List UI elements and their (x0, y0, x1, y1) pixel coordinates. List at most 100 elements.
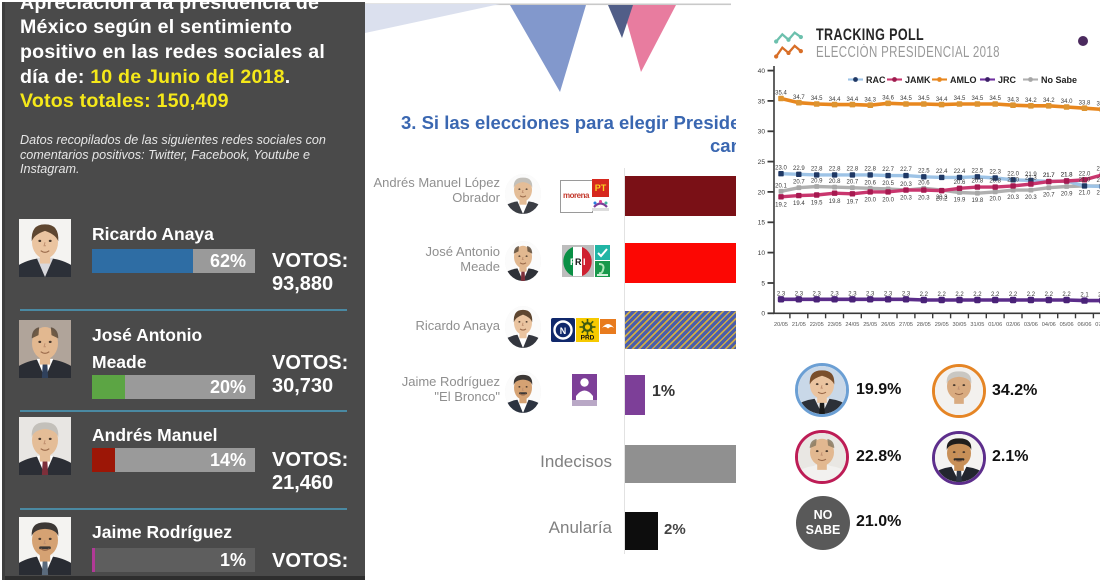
svg-text:20.2: 20.2 (936, 196, 948, 202)
svg-text:N: N (560, 326, 567, 336)
svg-text:40: 40 (758, 68, 766, 75)
svg-text:28/05: 28/05 (917, 322, 931, 328)
svg-text:25/05: 25/05 (863, 322, 877, 328)
svg-text:20.8: 20.8 (972, 179, 984, 185)
svg-text:31/05: 31/05 (970, 322, 984, 328)
svg-text:26/05: 26/05 (881, 322, 895, 328)
svg-text:20.3: 20.3 (1025, 195, 1037, 201)
svg-text:35: 35 (758, 98, 766, 105)
svg-text:30/05: 30/05 (953, 322, 967, 328)
svg-text:34.6: 34.6 (882, 96, 894, 102)
svg-text:20.6: 20.6 (954, 180, 966, 186)
svg-text:2.3: 2.3 (795, 291, 804, 297)
svg-text:P: P (570, 257, 576, 267)
svg-text:2.3: 2.3 (848, 291, 857, 297)
svg-text:34.3: 34.3 (864, 97, 876, 103)
svg-text:23/05: 23/05 (828, 322, 842, 328)
svg-text:2.2: 2.2 (973, 292, 982, 298)
svg-text:34.0: 34.0 (1061, 99, 1073, 105)
svg-text:2.2: 2.2 (938, 292, 947, 298)
svg-text:20.0: 20.0 (864, 198, 876, 204)
svg-text:21.8: 21.8 (1061, 173, 1073, 179)
svg-text:22.7: 22.7 (900, 167, 912, 173)
svg-text:20.6: 20.6 (918, 180, 930, 186)
svg-text:2.2: 2.2 (991, 292, 1000, 298)
svg-text:04/06: 04/06 (1042, 322, 1056, 328)
svg-text:0: 0 (761, 311, 765, 318)
svg-text:2.2: 2.2 (955, 292, 964, 298)
svg-text:19.2: 19.2 (775, 202, 787, 208)
svg-text:22.4: 22.4 (954, 169, 966, 175)
svg-text:07/06: 07/06 (1095, 322, 1100, 328)
svg-text:30: 30 (758, 129, 766, 136)
svg-text:2.2: 2.2 (1027, 292, 1036, 298)
svg-text:33.6: 33.6 (1096, 102, 1100, 108)
svg-text:22/05: 22/05 (810, 322, 824, 328)
svg-text:2.3: 2.3 (813, 291, 822, 297)
svg-text:34.4: 34.4 (847, 97, 859, 103)
svg-text:20.5: 20.5 (882, 181, 894, 187)
svg-text:22.0: 22.0 (1007, 171, 1019, 177)
svg-text:20.3: 20.3 (900, 182, 912, 188)
svg-text:R: R (575, 257, 582, 267)
svg-text:34.4: 34.4 (936, 97, 948, 103)
svg-text:19.4: 19.4 (793, 201, 805, 207)
svg-text:20.0: 20.0 (882, 198, 894, 204)
svg-text:22.8: 22.8 (829, 167, 841, 173)
svg-text:34.4: 34.4 (829, 97, 841, 103)
svg-text:2.2: 2.2 (1062, 292, 1071, 298)
svg-text:22.3: 22.3 (989, 170, 1001, 176)
svg-text:34.5: 34.5 (972, 96, 984, 102)
svg-text:RAC: RAC (866, 75, 886, 85)
svg-text:2.2: 2.2 (1009, 292, 1018, 298)
svg-text:20.1: 20.1 (775, 183, 787, 189)
svg-text:22.8: 22.8 (847, 167, 859, 173)
svg-text:35.4: 35.4 (775, 91, 787, 97)
svg-text:21.0: 21.0 (1079, 178, 1091, 184)
svg-text:15: 15 (758, 220, 766, 227)
svg-text:20: 20 (758, 189, 766, 196)
svg-text:22.8: 22.8 (864, 167, 876, 173)
svg-text:5: 5 (761, 280, 765, 287)
svg-text:06/06: 06/06 (1078, 322, 1092, 328)
svg-text:20.8: 20.8 (989, 179, 1001, 185)
svg-text:21/05: 21/05 (792, 322, 806, 328)
svg-text:34.5: 34.5 (811, 96, 823, 102)
svg-text:20.0: 20.0 (989, 197, 1001, 203)
svg-text:22.8: 22.8 (1096, 167, 1100, 173)
svg-text:01/06: 01/06 (988, 322, 1002, 328)
svg-text:20.3: 20.3 (936, 195, 948, 201)
svg-text:21.7: 21.7 (1043, 173, 1055, 179)
svg-text:JRC: JRC (998, 75, 1017, 85)
svg-text:2.1: 2.1 (1098, 293, 1100, 299)
svg-text:33.8: 33.8 (1079, 100, 1091, 106)
svg-text:22.5: 22.5 (918, 168, 930, 174)
svg-text:AMLO: AMLO (950, 75, 977, 85)
svg-text:29/05: 29/05 (935, 322, 949, 328)
svg-text:03/06: 03/06 (1024, 322, 1038, 328)
svg-text:2.3: 2.3 (777, 291, 786, 297)
svg-text:19.8: 19.8 (972, 198, 984, 204)
svg-text:23.0: 23.0 (775, 165, 787, 171)
svg-text:21.0: 21.0 (1079, 191, 1091, 197)
svg-text:19.5: 19.5 (811, 201, 823, 207)
svg-text:25: 25 (758, 159, 766, 166)
svg-text:21.0: 21.0 (1007, 178, 1019, 184)
svg-text:19.7: 19.7 (847, 199, 859, 205)
svg-text:2.3: 2.3 (902, 291, 911, 297)
svg-text:20.9: 20.9 (1061, 191, 1073, 197)
svg-text:21.3: 21.3 (1025, 176, 1037, 182)
svg-text:05/06: 05/06 (1060, 322, 1074, 328)
svg-text:10: 10 (758, 250, 766, 257)
svg-text:34.2: 34.2 (1025, 98, 1037, 104)
svg-text:22.4: 22.4 (936, 169, 948, 175)
svg-text:20.8: 20.8 (829, 179, 841, 185)
svg-text:34.5: 34.5 (989, 96, 1001, 102)
svg-text:2.2: 2.2 (920, 292, 929, 298)
svg-text:20.7: 20.7 (793, 180, 805, 186)
svg-text:2.2: 2.2 (1045, 292, 1054, 298)
svg-text:2.3: 2.3 (830, 291, 839, 297)
svg-text:34.5: 34.5 (954, 96, 966, 102)
svg-text:20.3: 20.3 (900, 196, 912, 202)
svg-text:20.3: 20.3 (918, 196, 930, 202)
